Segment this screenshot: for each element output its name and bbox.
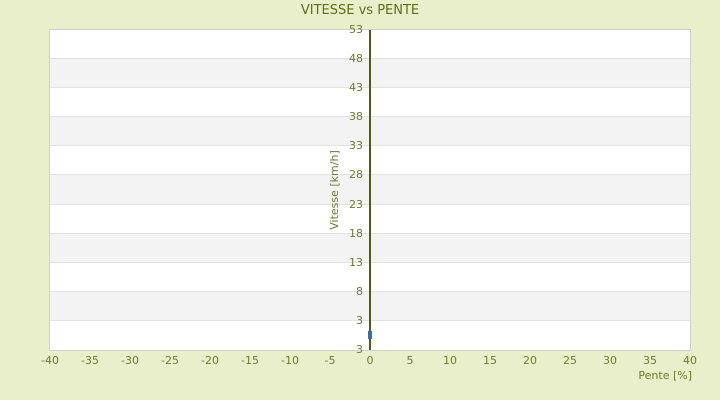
- x-tick-label: -10: [281, 354, 299, 367]
- y-tick-label: 18: [349, 226, 363, 240]
- x-tick-label: 25: [563, 354, 577, 367]
- y-tick-label: 13: [349, 255, 363, 269]
- x-tick-label: 30: [603, 354, 617, 367]
- y-tick-label: 48: [349, 52, 363, 66]
- x-tick-label: 5: [406, 354, 414, 367]
- x-tick-label: -25: [161, 354, 179, 367]
- data-point-marker: [368, 335, 372, 340]
- x-tick-label: 20: [523, 354, 537, 367]
- x-tick-label: -15: [241, 354, 259, 367]
- y-tick-label: 8: [356, 284, 363, 298]
- x-tick-label: 15: [483, 354, 497, 367]
- y-axis-title: Vitesse [km/h]: [328, 150, 341, 230]
- x-tick-label: -40: [41, 354, 59, 367]
- y-tick-label: 38: [349, 110, 363, 124]
- y-tick-label: 33: [349, 139, 363, 153]
- data-point-marker: [368, 330, 372, 335]
- y-tick-label: 28: [349, 168, 363, 182]
- x-tick-label: 35: [643, 354, 657, 367]
- y-tick-label: 3: [356, 313, 363, 327]
- y-axis-line: [369, 30, 371, 350]
- x-tick-label: -5: [324, 354, 336, 367]
- x-tick-label: -20: [201, 354, 219, 367]
- y-tick-label: 43: [349, 81, 363, 95]
- x-axis-title: Pente [%]: [638, 369, 692, 382]
- x-tick-label: -30: [121, 354, 139, 367]
- x-tick-label: 10: [443, 354, 457, 367]
- y-tick-label: 3: [356, 343, 363, 356]
- y-tick-label: 23: [349, 197, 363, 211]
- plot-area: [49, 29, 691, 351]
- x-tick-label: -35: [81, 354, 99, 367]
- chart-title: VITESSE vs PENTE: [300, 3, 420, 18]
- y-tick-label: 53: [349, 23, 363, 36]
- x-tick-label: 40: [683, 354, 697, 367]
- x-tick-label: 0: [366, 354, 374, 367]
